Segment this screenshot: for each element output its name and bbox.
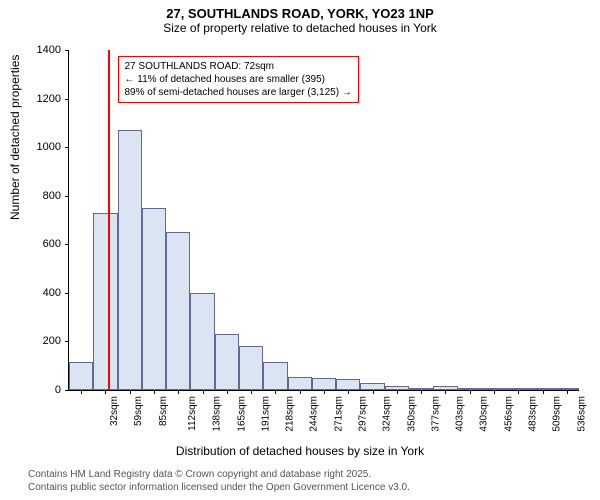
xtick-mark bbox=[421, 390, 422, 394]
xtick-label: 456sqm bbox=[503, 396, 514, 432]
ytick-mark bbox=[65, 196, 69, 197]
xtick-mark bbox=[203, 390, 204, 394]
footer-line1: Contains HM Land Registry data © Crown c… bbox=[28, 468, 410, 481]
ytick-label: 600 bbox=[21, 238, 61, 250]
ytick-label: 200 bbox=[21, 335, 61, 347]
xtick-mark bbox=[81, 390, 82, 394]
xtick-label: 536sqm bbox=[576, 396, 587, 432]
xtick-label: 350sqm bbox=[406, 396, 417, 432]
xtick-label: 483sqm bbox=[528, 396, 539, 432]
xtick-label: 59sqm bbox=[133, 396, 144, 426]
histogram-bar bbox=[142, 208, 166, 390]
xtick-mark bbox=[130, 390, 131, 394]
ytick-label: 800 bbox=[21, 190, 61, 202]
xtick-mark bbox=[275, 390, 276, 394]
xtick-label: 218sqm bbox=[285, 396, 296, 432]
chart-plot-area: 27 SOUTHLANDS ROAD: 72sqm ← 11% of detac… bbox=[68, 50, 579, 391]
xtick-mark bbox=[105, 390, 106, 394]
y-axis-label: Number of detached properties bbox=[8, 55, 22, 220]
xtick-label: 509sqm bbox=[552, 396, 563, 432]
xtick-label: 403sqm bbox=[455, 396, 466, 432]
xtick-mark bbox=[300, 390, 301, 394]
xtick-label: 430sqm bbox=[479, 396, 490, 432]
xtick-mark bbox=[470, 390, 471, 394]
ytick-mark bbox=[65, 50, 69, 51]
xtick-mark bbox=[397, 390, 398, 394]
ytick-label: 0 bbox=[21, 384, 61, 396]
ytick-label: 1200 bbox=[21, 93, 61, 105]
xtick-label: 377sqm bbox=[430, 396, 441, 432]
annotation-line3: 89% of semi-detached houses are larger (… bbox=[125, 86, 352, 99]
histogram-bar bbox=[288, 377, 312, 390]
xtick-mark bbox=[445, 390, 446, 394]
xtick-mark bbox=[567, 390, 568, 394]
xtick-label: 32sqm bbox=[109, 396, 120, 426]
chart-title-sub: Size of property relative to detached ho… bbox=[0, 21, 600, 35]
histogram-bar bbox=[69, 362, 93, 390]
xtick-label: 138sqm bbox=[212, 396, 223, 432]
histogram-bar bbox=[215, 334, 239, 390]
xtick-mark bbox=[373, 390, 374, 394]
histogram-bar bbox=[118, 130, 142, 390]
annotation-box: 27 SOUTHLANDS ROAD: 72sqm ← 11% of detac… bbox=[118, 56, 359, 103]
histogram-bar bbox=[312, 378, 336, 390]
property-marker-line bbox=[108, 50, 110, 390]
xtick-mark bbox=[251, 390, 252, 394]
ytick-mark bbox=[65, 293, 69, 294]
footer-attribution: Contains HM Land Registry data © Crown c… bbox=[28, 468, 410, 494]
x-axis-label: Distribution of detached houses by size … bbox=[0, 444, 600, 458]
xtick-label: 271sqm bbox=[333, 396, 344, 432]
xtick-mark bbox=[178, 390, 179, 394]
ytick-label: 1000 bbox=[21, 141, 61, 153]
xtick-label: 191sqm bbox=[260, 396, 271, 432]
histogram-bar bbox=[166, 232, 190, 390]
ytick-mark bbox=[65, 244, 69, 245]
histogram-bar bbox=[360, 383, 384, 390]
annotation-line1: 27 SOUTHLANDS ROAD: 72sqm bbox=[125, 60, 352, 73]
xtick-label: 112sqm bbox=[187, 396, 198, 431]
histogram-bar bbox=[336, 379, 360, 390]
xtick-label: 165sqm bbox=[236, 396, 247, 432]
xtick-label: 85sqm bbox=[158, 396, 169, 426]
histogram-bar bbox=[190, 293, 214, 390]
histogram-bar bbox=[239, 346, 263, 390]
xtick-mark bbox=[227, 390, 228, 394]
histogram-bar bbox=[93, 213, 117, 390]
annotation-line2: ← 11% of detached houses are smaller (39… bbox=[125, 73, 352, 86]
ytick-mark bbox=[65, 341, 69, 342]
xtick-label: 324sqm bbox=[382, 396, 393, 432]
xtick-mark bbox=[494, 390, 495, 394]
ytick-label: 400 bbox=[21, 287, 61, 299]
xtick-mark bbox=[518, 390, 519, 394]
ytick-label: 1400 bbox=[21, 44, 61, 56]
xtick-label: 244sqm bbox=[309, 396, 320, 432]
histogram-bar bbox=[263, 362, 287, 390]
footer-line2: Contains public sector information licen… bbox=[28, 481, 410, 494]
xtick-mark bbox=[154, 390, 155, 394]
xtick-mark bbox=[324, 390, 325, 394]
xtick-label: 297sqm bbox=[358, 396, 369, 432]
ytick-mark bbox=[65, 390, 69, 391]
ytick-mark bbox=[65, 147, 69, 148]
xtick-mark bbox=[543, 390, 544, 394]
ytick-mark bbox=[65, 99, 69, 100]
xtick-mark bbox=[348, 390, 349, 394]
chart-title-main: 27, SOUTHLANDS ROAD, YORK, YO23 1NP bbox=[0, 6, 600, 21]
